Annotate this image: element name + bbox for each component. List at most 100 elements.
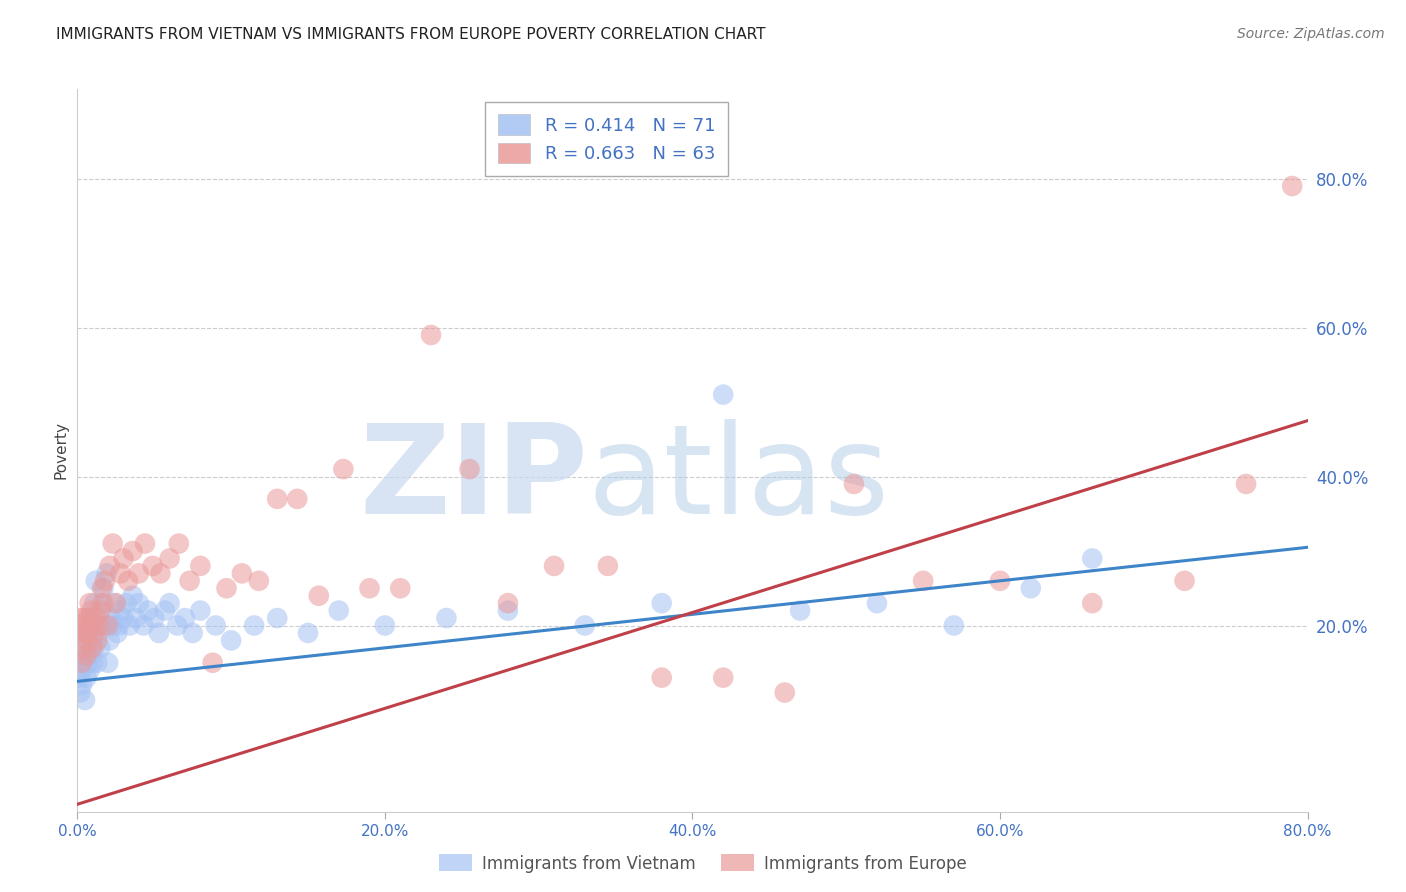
Point	[79, 596, 101, 610]
Point	[83, 626, 105, 640]
Point	[128, 566, 150, 581]
Point	[543, 558, 565, 573]
Point	[789, 604, 811, 618]
Point	[651, 671, 673, 685]
Point	[1174, 574, 1197, 588]
Point	[80, 611, 103, 625]
Point	[1281, 179, 1303, 194]
Point	[285, 491, 308, 506]
Point	[104, 596, 127, 610]
Point	[112, 551, 135, 566]
Point	[89, 640, 111, 655]
Point	[76, 671, 98, 685]
Point	[112, 611, 135, 625]
Point	[136, 604, 159, 618]
Point	[328, 604, 350, 618]
Point	[73, 633, 96, 648]
Point	[77, 656, 100, 670]
Point	[86, 656, 108, 670]
Point	[93, 581, 115, 595]
Point	[90, 581, 114, 595]
Point	[174, 611, 197, 625]
Point	[100, 611, 122, 625]
Point	[80, 640, 103, 655]
Point	[149, 566, 172, 581]
Point	[98, 558, 121, 573]
Text: IMMIGRANTS FROM VIETNAM VS IMMIGRANTS FROM EUROPE POVERTY CORRELATION CHART: IMMIGRANTS FROM VIETNAM VS IMMIGRANTS FR…	[56, 27, 766, 42]
Point	[76, 648, 98, 663]
Point	[181, 626, 204, 640]
Point	[70, 663, 93, 677]
Point	[83, 640, 105, 655]
Point	[79, 618, 101, 632]
Point	[118, 618, 141, 632]
Point	[77, 611, 100, 625]
Point	[79, 663, 101, 677]
Point	[711, 671, 734, 685]
Point	[103, 596, 125, 610]
Point	[82, 626, 104, 640]
Point	[93, 596, 115, 610]
Point	[1081, 551, 1104, 566]
Point	[159, 551, 181, 566]
Point	[86, 633, 108, 648]
Point	[69, 626, 91, 640]
Point	[110, 604, 132, 618]
Point	[188, 558, 212, 573]
Point	[389, 581, 412, 595]
Point	[87, 618, 110, 632]
Point	[243, 618, 266, 632]
Point	[167, 536, 190, 550]
Point	[219, 633, 242, 648]
Point	[596, 558, 619, 573]
Point	[105, 626, 128, 640]
Point	[84, 611, 107, 625]
Point	[110, 566, 132, 581]
Point	[117, 574, 139, 588]
Point	[82, 640, 104, 655]
Legend: Immigrants from Vietnam, Immigrants from Europe: Immigrants from Vietnam, Immigrants from…	[432, 847, 974, 880]
Point	[297, 626, 319, 640]
Point	[83, 596, 105, 610]
Point	[72, 611, 94, 625]
Point	[458, 462, 481, 476]
Point	[97, 618, 120, 632]
Point	[101, 618, 124, 632]
Point	[159, 596, 181, 610]
Point	[266, 491, 288, 506]
Point	[1081, 596, 1104, 610]
Point	[247, 574, 270, 588]
Point	[496, 596, 519, 610]
Point	[73, 640, 96, 655]
Point	[115, 596, 138, 610]
Point	[69, 685, 91, 699]
Point	[773, 685, 796, 699]
Point	[101, 536, 124, 550]
Text: atlas: atlas	[588, 419, 890, 540]
Point	[166, 618, 188, 632]
Point	[359, 581, 381, 595]
Point	[94, 618, 117, 632]
Point	[866, 596, 889, 610]
Point	[84, 574, 107, 588]
Point	[108, 618, 131, 632]
Point	[942, 618, 965, 632]
Text: Source: ZipAtlas.com: Source: ZipAtlas.com	[1237, 27, 1385, 41]
Point	[72, 648, 94, 663]
Point	[842, 477, 865, 491]
Point	[179, 574, 201, 588]
Point	[912, 574, 935, 588]
Point	[69, 618, 91, 632]
Point	[84, 618, 107, 632]
Point	[70, 678, 93, 692]
Point	[153, 604, 176, 618]
Point	[420, 328, 443, 343]
Point	[76, 626, 98, 640]
Point	[204, 618, 226, 632]
Point	[143, 611, 166, 625]
Point	[711, 387, 734, 401]
Text: ZIP: ZIP	[359, 419, 588, 540]
Point	[374, 618, 396, 632]
Point	[72, 640, 94, 655]
Point	[188, 604, 212, 618]
